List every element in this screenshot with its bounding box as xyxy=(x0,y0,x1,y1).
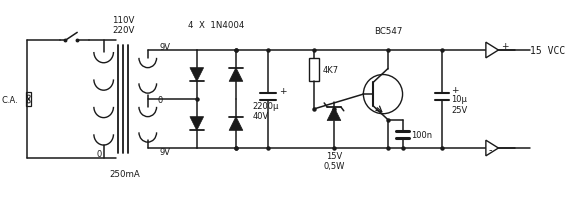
Text: 15V
0,5W: 15V 0,5W xyxy=(323,151,345,171)
Polygon shape xyxy=(229,117,243,131)
Bar xyxy=(310,59,319,82)
Bar xyxy=(26,93,31,106)
Text: 0: 0 xyxy=(158,95,163,104)
Text: +: + xyxy=(501,41,509,50)
Text: 2200μ
40V: 2200μ 40V xyxy=(253,102,279,121)
Text: +: + xyxy=(279,86,286,95)
Text: 15 VCC: 15 VCC xyxy=(530,46,565,56)
Text: C.A.: C.A. xyxy=(2,95,18,104)
Text: 110V
220V: 110V 220V xyxy=(112,16,134,35)
Polygon shape xyxy=(190,68,204,82)
Polygon shape xyxy=(486,43,498,59)
Polygon shape xyxy=(327,107,341,121)
Text: 10μ
25V: 10μ 25V xyxy=(451,95,468,114)
Text: -: - xyxy=(489,144,492,154)
Polygon shape xyxy=(190,117,204,131)
Text: 100n: 100n xyxy=(412,130,433,139)
Text: BC547: BC547 xyxy=(374,27,402,36)
Text: 4  X  1N4004: 4 X 1N4004 xyxy=(188,21,244,30)
Polygon shape xyxy=(486,140,498,156)
Text: 0: 0 xyxy=(96,150,101,159)
Polygon shape xyxy=(229,68,243,82)
Text: +: + xyxy=(451,85,459,94)
Text: 9V: 9V xyxy=(159,42,171,51)
Text: 4K7: 4K7 xyxy=(322,66,338,75)
Text: 9V: 9V xyxy=(159,148,171,157)
Text: 250mA: 250mA xyxy=(110,169,141,178)
